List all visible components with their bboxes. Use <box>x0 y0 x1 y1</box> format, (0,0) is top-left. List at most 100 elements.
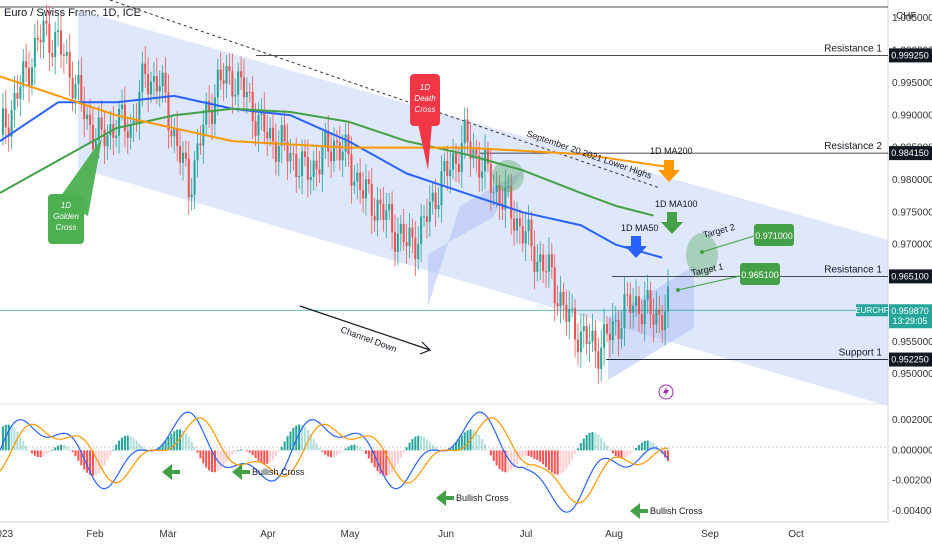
currency-label: CHF <box>896 11 917 22</box>
histogram-bar <box>298 424 301 451</box>
candle-body <box>269 127 272 139</box>
golden-cross-callout[interactable]: 1D Golden Cross <box>48 138 102 244</box>
histogram-bar <box>71 450 74 453</box>
histogram-bar <box>19 436 22 451</box>
histogram-bar <box>10 425 13 451</box>
ma-line-1[interactable] <box>0 107 654 217</box>
histogram-bar <box>420 435 423 451</box>
histogram-bar <box>652 442 655 451</box>
candle-body <box>74 83 77 99</box>
candle-body <box>452 153 455 170</box>
candle-body <box>649 289 652 315</box>
histogram-bar <box>478 434 481 451</box>
histogram-bar <box>274 450 277 457</box>
death-cross-line-2: Death <box>414 94 436 103</box>
candle-body <box>245 91 248 98</box>
histogram-bar <box>86 450 89 473</box>
candle-body <box>463 119 466 144</box>
candle-body <box>446 160 449 177</box>
candle-body <box>513 218 516 231</box>
histogram-bar <box>271 450 275 461</box>
histogram-bar <box>167 436 170 451</box>
candle-body <box>289 153 292 162</box>
target-zone-highlight <box>686 233 718 277</box>
candle-body <box>263 109 266 132</box>
histogram-bar <box>228 450 231 459</box>
histogram-bar <box>164 440 167 451</box>
candle-body <box>164 72 167 93</box>
candle-body <box>225 66 228 84</box>
candle-body <box>521 226 524 244</box>
time-tick-labels: 2023 Feb Mar Apr May Jun Jul Aug Sep Oct <box>0 529 804 540</box>
ma-line-0[interactable] <box>0 94 663 259</box>
candle-body <box>428 201 431 222</box>
histogram-bar <box>286 436 289 451</box>
candle-body <box>176 128 179 147</box>
histogram-bar <box>245 450 248 452</box>
candle-body <box>582 326 585 332</box>
level-tag-1: 0.984150 <box>891 148 929 158</box>
histogram-bar <box>187 436 190 451</box>
histogram-bar <box>664 450 667 458</box>
moving-averages[interactable] <box>0 75 669 259</box>
candle-body <box>280 124 283 146</box>
candle-body <box>309 176 312 181</box>
time-axis[interactable]: 2023 Feb Mar Apr May Jun Jul Aug Sep Oct <box>0 521 888 540</box>
candle-body <box>643 299 646 325</box>
ma200-arrow <box>658 160 680 182</box>
histogram-bar <box>103 450 106 466</box>
candle-body <box>658 309 661 316</box>
candle-body <box>25 61 28 68</box>
histogram-bar <box>248 450 251 453</box>
histogram-bar <box>507 450 510 472</box>
histogram-bar <box>498 450 501 470</box>
candle-body <box>574 308 577 340</box>
candle-body <box>167 92 170 131</box>
histogram-bar <box>405 447 408 451</box>
histogram-bar <box>51 449 54 451</box>
histogram-bar <box>391 450 394 472</box>
candle-body <box>327 130 330 152</box>
candle-body <box>286 141 289 162</box>
candle-body <box>147 74 150 95</box>
histogram-bar <box>562 450 565 473</box>
candle-body <box>655 309 658 325</box>
candle-body <box>161 72 164 87</box>
candle-body <box>620 328 623 340</box>
histogram-bar <box>643 441 646 451</box>
candle-body <box>478 155 481 178</box>
histogram-bar <box>382 450 385 476</box>
candle-body <box>646 289 649 300</box>
candle-body <box>86 114 89 120</box>
death-cross-callout[interactable]: 1D Death Cross <box>410 74 440 170</box>
lightning-icon[interactable] <box>658 384 674 400</box>
histogram-bar <box>202 450 205 464</box>
price-axis[interactable]: CHF 1.0050001.0000000.9950000.9900000.98… <box>887 0 932 522</box>
level-tag-bg-3 <box>889 352 932 367</box>
candle-body <box>414 237 417 260</box>
candle-body <box>39 39 42 43</box>
target-1-value: 0.965100 <box>741 270 779 280</box>
candle-body <box>408 227 411 246</box>
histogram-bar <box>640 442 643 451</box>
level-label-3: Support 1 <box>839 348 883 359</box>
candle-body <box>216 69 219 98</box>
histogram-bar <box>13 428 16 451</box>
candle-body <box>666 286 670 312</box>
candle-body <box>562 291 565 305</box>
bullish-cross-annotation-3: Bullish Cross <box>436 490 509 506</box>
histogram-bar <box>646 440 649 451</box>
candle-body <box>614 319 617 322</box>
candle-body <box>62 54 65 56</box>
ma-line-2[interactable] <box>0 75 669 169</box>
histogram-bar <box>559 450 562 475</box>
candle-body <box>550 254 553 268</box>
histogram-bar <box>74 450 77 457</box>
candle-body <box>373 215 376 221</box>
histogram-bar <box>7 424 10 451</box>
candle-body <box>565 304 568 322</box>
death-cross-line-1: 1D <box>420 83 430 92</box>
candle-body <box>196 143 199 161</box>
candle-body <box>571 308 574 310</box>
